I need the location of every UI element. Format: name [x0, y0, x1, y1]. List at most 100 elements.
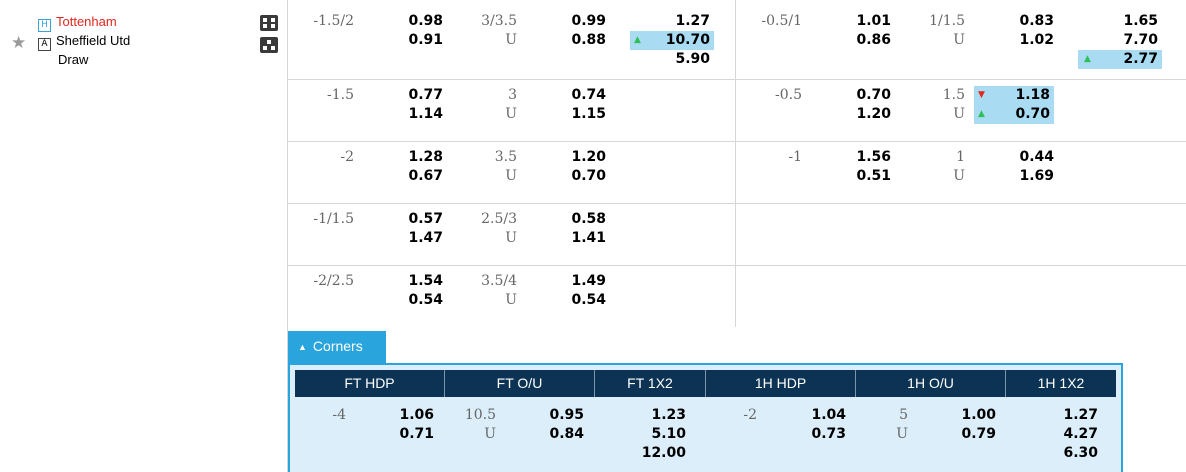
corners-ft-1x2-away-odds[interactable]: 5.10	[651, 426, 686, 442]
away-badge: A	[38, 38, 51, 51]
h1-hdp-home-odds[interactable]: 1.56	[856, 149, 891, 165]
h1-ou-under-label: U	[953, 32, 965, 48]
home-badge: H	[38, 19, 51, 32]
odds-row: -1.5/2 0.98 0.91 3/3.5 U 0.99 0.88 1.27 …	[288, 0, 1186, 80]
odds-grid: -1.5/2 0.98 0.91 3/3.5 U 0.99 0.88 1.27 …	[288, 0, 1186, 327]
h1-1x2-home-odds[interactable]: 1.65	[1123, 13, 1158, 29]
odds-up-icon: ▲	[978, 109, 985, 119]
corners-1h-1x2-away-odds[interactable]: 4.27	[1063, 426, 1098, 442]
ft-hdp-line: -2	[340, 149, 354, 165]
h1-ou-under-odds[interactable]: 1.69	[1019, 168, 1054, 184]
ft-ou-under-odds[interactable]: 0.54	[571, 292, 606, 308]
corners-tab[interactable]: ▲ Corners	[288, 331, 386, 363]
ft-hdp-away-odds[interactable]: 1.47	[408, 230, 443, 246]
header-ft-ou: FT O/U	[445, 370, 595, 397]
ft-hdp-line: -1/1.5	[313, 211, 354, 227]
ft-hdp-home-odds[interactable]: 0.77	[408, 87, 443, 103]
ft-ou-line: 3/3.5	[481, 13, 517, 29]
odds-row: -1/1.5 0.57 1.47 2.5/3 U 0.58 1.41	[288, 204, 1186, 266]
corners-1h-ou-over-odds[interactable]: 1.00	[961, 407, 996, 423]
h1-hdp-home-odds[interactable]: 0.70	[856, 87, 891, 103]
ft-1x2-home-odds[interactable]: 1.27	[675, 13, 710, 29]
corners-1h-1x2-draw-odds[interactable]: 6.30	[1063, 445, 1098, 461]
ft-ou-under-label: U	[505, 168, 517, 184]
draw-label: Draw	[58, 52, 89, 67]
ft-hdp-home-odds[interactable]: 0.57	[408, 211, 443, 227]
ft-hdp-home-odds[interactable]: 1.54	[408, 273, 443, 289]
h1-hdp-home-odds[interactable]: 1.01	[856, 13, 891, 29]
ft-1x2-away-odds[interactable]: 10.70	[630, 31, 714, 50]
ft-hdp-away-odds[interactable]: 0.67	[408, 168, 443, 184]
ft-hdp-away-odds[interactable]: 0.91	[408, 32, 443, 48]
corners-ft-hdp-away-odds[interactable]: 0.71	[399, 426, 434, 442]
ft-ou-line: 3	[508, 87, 517, 103]
odds-row: -1.5 0.77 1.14 3 U 0.74 1.15 -0.5 0.70 1…	[288, 80, 1186, 142]
h1-ou-line: 1	[956, 149, 965, 165]
h1-hdp-away-odds[interactable]: 1.20	[856, 106, 891, 122]
h1-1x2-draw-odds[interactable]: 2.77	[1078, 50, 1162, 69]
corners-ft-1x2-home-odds[interactable]: 1.23	[651, 407, 686, 423]
ft-ou-under-odds[interactable]: 1.41	[571, 230, 606, 246]
ft-ou-over-odds[interactable]: 0.74	[571, 87, 606, 103]
corners-1h-hdp-away-odds[interactable]: 0.73	[811, 426, 846, 442]
ft-ou-under-odds[interactable]: 0.70	[571, 168, 606, 184]
corners-ft-ou-line: 10.5	[464, 407, 496, 423]
ft-hdp-home-odds[interactable]: 1.28	[408, 149, 443, 165]
ft-ou-line: 3.5	[494, 149, 517, 165]
header-1h-ou: 1H O/U	[856, 370, 1006, 397]
corners-ft-ou-under-odds[interactable]: 0.84	[549, 426, 584, 442]
h1-ou-under-label: U	[953, 168, 965, 184]
corners-1h-ou-line: 5	[899, 407, 908, 423]
ft-ou-over-odds[interactable]: 0.58	[571, 211, 606, 227]
ft-ou-over-odds[interactable]: 1.49	[571, 273, 606, 289]
corners-ft-ou-under-label: U	[484, 426, 496, 442]
corners-1h-ou-under-odds[interactable]: 0.79	[961, 426, 996, 442]
ft-ou-under-label: U	[505, 230, 517, 246]
ft-ou-under-label: U	[505, 32, 517, 48]
team-panel: H Tottenham ★ A Sheffield Utd Draw	[0, 0, 288, 472]
header-ft-hdp: FT HDP	[295, 370, 445, 397]
ft-ou-under-odds[interactable]: 1.15	[571, 106, 606, 122]
ft-hdp-away-odds[interactable]: 1.14	[408, 106, 443, 122]
star-icon[interactable]: ★	[11, 33, 27, 53]
ft-hdp-line: -1.5/2	[313, 13, 354, 29]
h1-ou-over-odds[interactable]: 1.18	[974, 86, 1054, 105]
corners-1h-ou-under-label: U	[896, 426, 908, 442]
corners-1h-hdp-line: -2	[743, 407, 757, 423]
ft-ou-under-odds[interactable]: 0.88	[571, 32, 606, 48]
odds-row: -2/2.5 1.54 0.54 3.5/4 U 1.49 0.54	[288, 266, 1186, 327]
corners-header: FT HDP FT O/U FT 1X2 1H HDP 1H O/U 1H 1X…	[295, 370, 1116, 397]
h1-1x2-away-odds[interactable]: 7.70	[1123, 32, 1158, 48]
ft-hdp-away-odds[interactable]: 0.54	[408, 292, 443, 308]
corners-tab-label: Corners	[312, 338, 363, 354]
stats-icon[interactable]	[260, 37, 278, 53]
ft-ou-over-odds[interactable]: 1.20	[571, 149, 606, 165]
ft-ou-line: 2.5/3	[481, 211, 517, 227]
away-team-name: Sheffield Utd	[56, 33, 131, 48]
ft-ou-over-odds[interactable]: 0.99	[571, 13, 606, 29]
h1-ou-over-odds[interactable]: 0.44	[1019, 149, 1054, 165]
h1-hdp-line: -1	[788, 149, 802, 165]
away-team[interactable]: A Sheffield Utd	[38, 32, 130, 51]
odds-row: -2 1.28 0.67 3.5 U 1.20 0.70 -1 1.56 0.5…	[288, 142, 1186, 204]
lineup-icon[interactable]	[260, 15, 278, 31]
header-1h-hdp: 1H HDP	[706, 370, 856, 397]
home-team[interactable]: H Tottenham	[38, 13, 117, 32]
odds-up-icon: ▲	[634, 35, 641, 45]
corners-1h-hdp-home-odds[interactable]: 1.04	[811, 407, 846, 423]
h1-ou-under-odds[interactable]: 1.02	[1019, 32, 1054, 48]
corners-ft-ou-over-odds[interactable]: 0.95	[549, 407, 584, 423]
h1-ou-over-odds[interactable]: 0.83	[1019, 13, 1054, 29]
corners-1h-1x2-home-odds[interactable]: 1.27	[1063, 407, 1098, 423]
h1-hdp-away-odds[interactable]: 0.86	[856, 32, 891, 48]
h1-ou-under-odds[interactable]: 0.70	[974, 105, 1054, 124]
ft-1x2-draw-odds[interactable]: 5.90	[675, 51, 710, 67]
ft-ou-under-label: U	[505, 292, 517, 308]
ft-hdp-home-odds[interactable]: 0.98	[408, 13, 443, 29]
h1-ou-line: 1/1.5	[929, 13, 965, 29]
corners-ft-hdp-home-odds[interactable]: 1.06	[399, 407, 434, 423]
corners-ft-1x2-draw-odds[interactable]: 12.00	[641, 445, 686, 461]
odds-down-icon: ▼	[978, 90, 985, 100]
h1-ou-under-label: U	[953, 106, 965, 122]
h1-hdp-away-odds[interactable]: 0.51	[856, 168, 891, 184]
